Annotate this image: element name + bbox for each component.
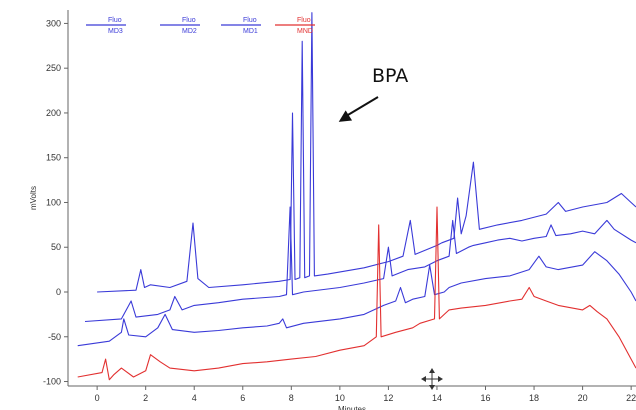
y-axis-label: mVolts	[29, 186, 38, 210]
legend-label-line1: Fluo	[297, 17, 311, 24]
series-line-md2	[84, 206, 636, 323]
x-tick-label: 18	[529, 393, 539, 403]
y-tick-label: 150	[46, 153, 61, 163]
y-tick-label: 300	[46, 18, 61, 28]
x-tick-label: 10	[335, 393, 345, 403]
y-tick-label: 100	[46, 197, 61, 207]
legend-label-line1: Fluo	[243, 17, 257, 24]
x-tick-label: 20	[578, 393, 588, 403]
legend-label-line1: Fluo	[182, 17, 196, 24]
legend-label-line2: MD1	[243, 28, 258, 35]
x-tick-label: 16	[480, 393, 490, 403]
x-tick-label: 8	[289, 393, 294, 403]
annotation-arrowhead	[338, 110, 353, 122]
legend-entry-md1: Fluo MD1	[221, 17, 261, 35]
x-tick-label: 12	[383, 393, 393, 403]
axes: -100 -50 0 50 100 150 200 250 300 0 2 4 6 8 10 12 14 16 18…	[29, 10, 636, 410]
series-layer	[77, 12, 636, 381]
y-tick-label: -50	[48, 332, 61, 342]
x-tick-label: 4	[192, 393, 197, 403]
y-tick-label: 0	[56, 287, 61, 297]
annotation-text: BPA	[372, 65, 408, 87]
legend-entry-md2: Fluo MD2	[160, 17, 200, 35]
legend-label-line2: MD3	[108, 28, 123, 35]
x-tick-label: 14	[432, 393, 442, 403]
annotation-arrow	[344, 96, 379, 118]
legend-entry-mnd: Fluo MND	[275, 17, 315, 35]
legend-label-line2: MD2	[182, 28, 197, 35]
y-tick-label: 200	[46, 108, 61, 118]
legend: Fluo MD3 Fluo MD2 Fluo MD1 Fluo MND	[86, 17, 315, 35]
series-line-md1	[77, 251, 636, 347]
x-tick-label: 22	[626, 393, 636, 403]
legend-label-line2: MND	[297, 28, 313, 35]
x-tick-label: 0	[95, 393, 100, 403]
move-cursor-icon	[421, 368, 443, 390]
series-line-mnd	[77, 206, 636, 381]
series-line-md3	[97, 12, 636, 293]
legend-entry-md3: Fluo MD3	[86, 17, 126, 35]
y-tick-label: 250	[46, 63, 61, 73]
legend-label-line1: Fluo	[108, 17, 122, 24]
x-axis-label: Minutes	[338, 405, 366, 410]
y-tick-label: 50	[51, 242, 61, 252]
x-tick-label: 2	[143, 393, 148, 403]
x-tick-label: 6	[240, 393, 245, 403]
y-tick-label: -100	[43, 377, 61, 387]
annotation: BPA	[338, 65, 408, 122]
